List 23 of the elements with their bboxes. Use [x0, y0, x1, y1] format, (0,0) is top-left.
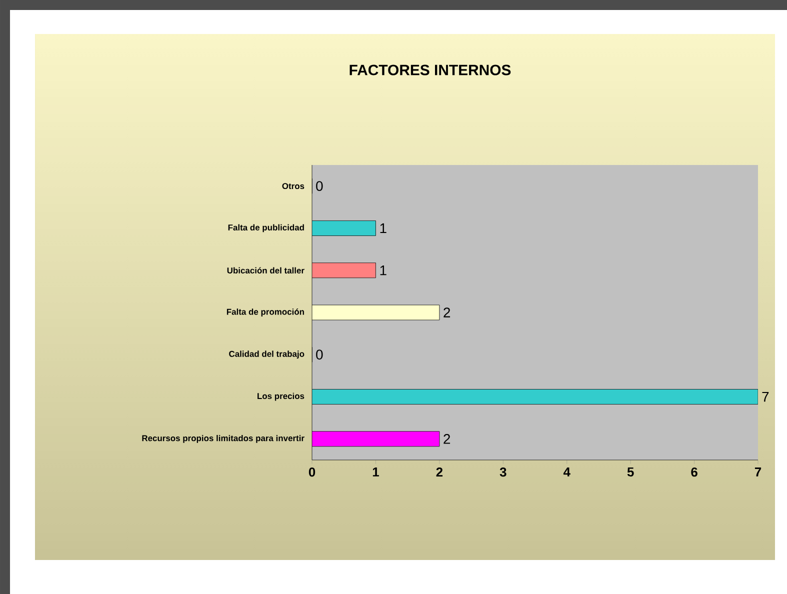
x-tick-label: 2 — [436, 467, 443, 477]
x-tick-label: 1 — [372, 467, 379, 476]
x-tick-label: 5 — [627, 467, 634, 477]
data-label: 7 — [762, 392, 769, 402]
data-label: 0 — [316, 350, 323, 360]
data-label: 0 — [316, 181, 323, 192]
y-tick-label: Otros — [282, 183, 304, 190]
y-tick-label: Falta de publicidad — [228, 224, 304, 232]
x-tick-label: 4 — [563, 467, 570, 476]
chart-title: FACTORES INTERNOS — [350, 64, 511, 76]
data-label: 2 — [444, 434, 450, 444]
data-label: 2 — [444, 308, 450, 318]
x-tick-label: 0 — [308, 467, 316, 477]
data-label: 1 — [380, 266, 386, 276]
y-tick-label: Ubicación del taller — [227, 267, 304, 274]
y-tick-label: Recursos propios limitados para invertir — [142, 434, 304, 443]
x-tick-label: 7 — [754, 467, 762, 476]
data-label: 1 — [380, 223, 386, 233]
y-tick-label: Falta de promoción — [226, 308, 304, 316]
y-tick-label: Calidad del trabajo — [229, 350, 304, 359]
x-tick-label: 3 — [500, 467, 506, 477]
x-tick-label: 6 — [691, 467, 698, 477]
y-tick-label: Los precios — [258, 392, 304, 401]
